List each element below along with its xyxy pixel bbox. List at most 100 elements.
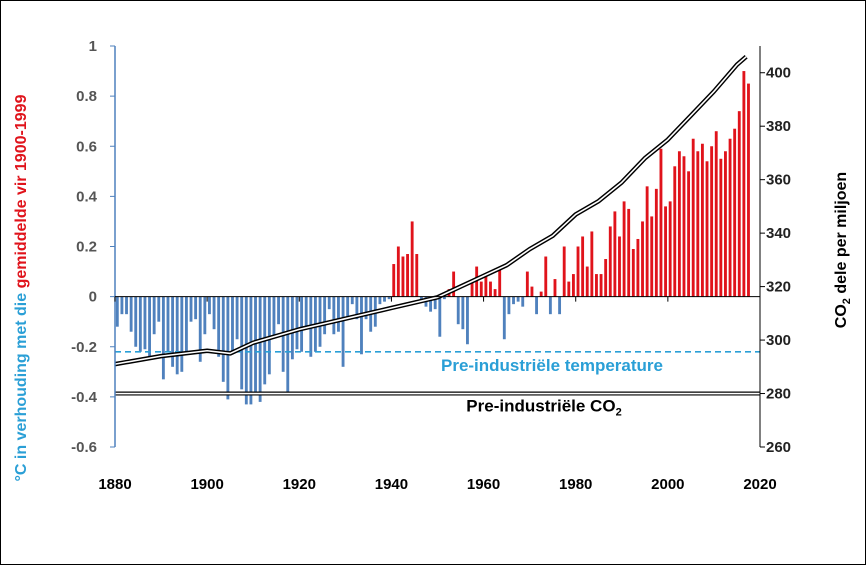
bar-1903 — [221, 296, 225, 382]
y-left-tick-label: 0.4 — [76, 188, 98, 205]
bar-1959 — [479, 281, 483, 297]
bar-1993 — [636, 238, 640, 297]
bar-1928 — [337, 296, 340, 332]
reference-lines — [115, 350, 760, 396]
bar-1934 — [364, 296, 368, 320]
x-tick-label: 2020 — [743, 476, 776, 493]
bar-1907 — [240, 296, 244, 390]
x-tick-label: 2000 — [651, 476, 684, 493]
y-left-tick-label: -0.4 — [71, 389, 98, 406]
bar-1909 — [249, 296, 253, 405]
bar-1987 — [608, 226, 612, 297]
y-right-tick-label: 260 — [766, 439, 791, 456]
pre-industrial-co2-label-text: Pre-industriële CO — [466, 397, 615, 416]
pre-industrial-co2-label: Pre-industriële CO2 — [466, 397, 621, 419]
x-tick-label: 1960 — [467, 476, 500, 493]
bar-1901 — [212, 296, 216, 330]
bar-1893 — [175, 296, 179, 375]
y-left-tick-label: 0.8 — [76, 88, 97, 105]
bar-1889 — [157, 296, 161, 322]
y-right-tick-label: 320 — [766, 279, 791, 296]
y-right-tick-label: 380 — [766, 118, 791, 135]
bar-1908 — [244, 296, 248, 405]
bar-1980 — [576, 246, 580, 297]
bar-1994 — [641, 221, 644, 297]
pre-industrial-co2-label-sub: 2 — [616, 407, 622, 419]
bar-1887 — [148, 296, 151, 360]
bar-1913 — [267, 296, 271, 375]
bar-1891 — [166, 296, 170, 352]
bar-2007 — [700, 143, 704, 297]
bar-1992 — [631, 249, 635, 297]
bar-1888 — [152, 296, 156, 335]
bar-1886 — [143, 296, 147, 350]
bar-1939 — [387, 296, 391, 300]
bar-1985 — [599, 274, 603, 297]
y-right-tick-label: 400 — [766, 65, 791, 82]
y-axis-left-label: °C in verhouding met die gemiddelde vir … — [13, 94, 30, 481]
bar-1897 — [194, 296, 198, 320]
co2-line-outer — [114, 54, 748, 367]
bar-1997 — [654, 188, 658, 297]
bar-2002 — [677, 151, 681, 297]
bar-2016 — [742, 71, 746, 297]
bar-1991 — [627, 208, 631, 297]
bar-1979 — [571, 274, 575, 297]
bar-1926 — [327, 296, 331, 310]
bar-1972 — [539, 291, 543, 297]
bar-1917 — [286, 296, 290, 392]
bar-1943 — [406, 254, 409, 297]
y-axis-right-label-sub: 2 — [841, 298, 853, 304]
bar-1884 — [134, 296, 138, 347]
bar-1894 — [180, 296, 184, 372]
bar-1984 — [595, 274, 598, 297]
bar-1920 — [300, 296, 304, 352]
bar-1919 — [295, 296, 299, 350]
bar-1890 — [161, 296, 165, 380]
x-tick-label: 1940 — [375, 476, 408, 493]
co2-line-inner — [114, 56, 747, 365]
bar-1914 — [272, 296, 276, 337]
bar-1964 — [502, 296, 506, 340]
bar-1880 — [115, 296, 119, 327]
y-right-tick-label: 300 — [766, 332, 791, 349]
bar-2013 — [728, 138, 732, 297]
bar-1970 — [530, 286, 534, 297]
bar-1998 — [659, 148, 663, 297]
bar-1986 — [604, 259, 608, 297]
bar-1977 — [562, 246, 566, 297]
y-left-tick-label: -0.2 — [71, 339, 97, 356]
bar-1953 — [452, 271, 456, 297]
co2-curve — [114, 54, 748, 367]
bar-1955 — [461, 296, 465, 330]
y-right-tick-label: 280 — [766, 386, 791, 403]
bar-1956 — [466, 296, 469, 345]
bar-1951 — [442, 296, 446, 300]
bar-1988 — [613, 211, 617, 297]
bar-2015 — [737, 111, 741, 297]
bar-1938 — [383, 296, 386, 302]
bar-1902 — [217, 296, 221, 357]
y-axis-left-label-part1: °C in verhouding met die — [13, 288, 30, 481]
bar-1978 — [567, 281, 571, 297]
bar-1965 — [507, 296, 511, 315]
bar-1929 — [341, 296, 345, 367]
bar-2011 — [719, 158, 723, 297]
bar-1968 — [521, 296, 525, 307]
bar-1973 — [544, 256, 548, 297]
bar-1883 — [129, 296, 133, 332]
bar-1983 — [590, 231, 594, 297]
bar-1942 — [401, 256, 405, 297]
bar-1944 — [410, 221, 414, 297]
bar-1910 — [254, 296, 257, 395]
bar-1930 — [346, 296, 350, 320]
bar-1990 — [622, 201, 626, 297]
bar-1931 — [350, 296, 354, 305]
bar-1933 — [360, 296, 363, 355]
bar-2006 — [696, 151, 700, 297]
x-tick-label: 1900 — [190, 476, 223, 493]
bar-2005 — [691, 138, 695, 297]
bar-1981 — [581, 236, 585, 297]
bar-1945 — [415, 254, 419, 297]
